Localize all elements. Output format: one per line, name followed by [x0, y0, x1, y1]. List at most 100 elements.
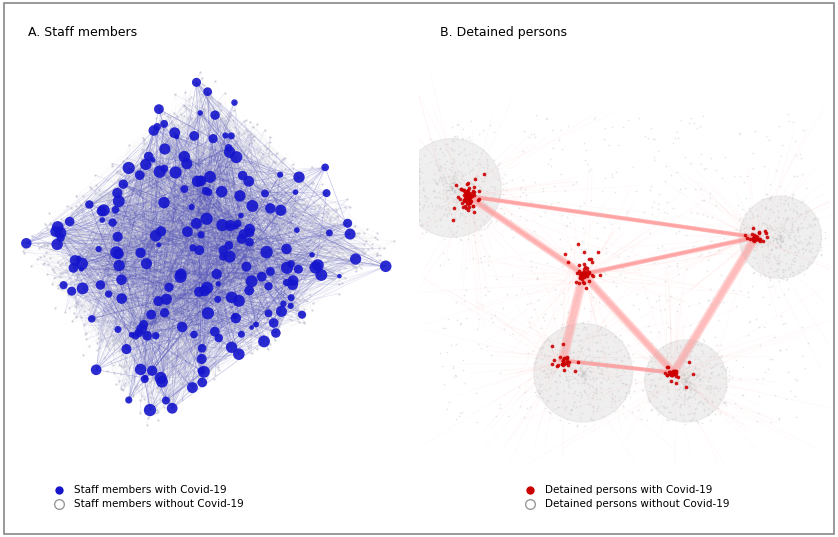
Point — [279, 195, 292, 204]
Point — [296, 221, 309, 229]
Point — [105, 306, 118, 315]
Point — [158, 144, 172, 153]
Point — [770, 238, 784, 247]
Point — [174, 322, 188, 330]
Point — [113, 175, 127, 184]
Point — [444, 341, 458, 350]
Point — [792, 212, 805, 220]
Point — [138, 375, 152, 383]
Point — [182, 95, 195, 103]
Point — [461, 192, 474, 201]
Point — [147, 126, 160, 135]
Point — [251, 303, 264, 311]
Point — [181, 227, 194, 236]
Point — [765, 282, 779, 291]
Point — [163, 221, 177, 230]
Point — [128, 384, 142, 393]
Point — [445, 185, 458, 193]
Point — [194, 230, 208, 239]
Point — [231, 316, 245, 324]
Point — [561, 258, 575, 266]
Point — [278, 200, 292, 209]
Point — [212, 158, 225, 166]
Point — [433, 215, 447, 224]
Point — [34, 229, 48, 238]
Point — [243, 153, 256, 162]
Point — [147, 309, 160, 317]
Point — [218, 116, 231, 125]
Point — [106, 336, 119, 344]
Point — [38, 220, 51, 228]
Point — [236, 215, 250, 223]
Point — [457, 202, 470, 211]
Point — [674, 382, 687, 391]
Point — [517, 147, 530, 156]
Point — [580, 364, 593, 372]
Point — [674, 400, 687, 408]
Point — [194, 108, 207, 117]
Point — [111, 309, 125, 318]
Point — [536, 394, 550, 403]
Point — [447, 170, 461, 179]
Point — [59, 259, 72, 267]
Point — [107, 369, 121, 378]
Point — [322, 265, 335, 274]
Point — [539, 404, 552, 412]
Point — [172, 232, 185, 241]
Point — [339, 221, 352, 230]
Point — [437, 324, 451, 332]
Point — [151, 337, 164, 346]
Point — [447, 215, 460, 224]
Point — [795, 244, 809, 253]
Point — [544, 408, 557, 417]
Point — [679, 373, 692, 382]
Point — [387, 236, 401, 245]
Point — [533, 389, 546, 397]
Point — [577, 323, 591, 331]
Point — [701, 410, 715, 418]
Point — [449, 197, 463, 205]
Point — [186, 227, 199, 236]
Point — [453, 320, 467, 328]
Point — [610, 167, 623, 176]
Point — [563, 346, 577, 354]
Point — [735, 403, 748, 412]
Point — [176, 336, 189, 345]
Point — [447, 230, 460, 238]
Point — [481, 222, 494, 231]
Point — [647, 198, 660, 207]
Point — [101, 193, 115, 201]
Point — [266, 308, 279, 316]
Point — [211, 280, 225, 288]
Point — [445, 184, 458, 193]
Point — [572, 337, 586, 346]
Point — [82, 248, 96, 256]
Point — [195, 354, 209, 363]
Point — [583, 400, 597, 408]
Point — [128, 367, 142, 375]
Point — [531, 296, 545, 304]
Point — [464, 166, 478, 175]
Point — [53, 268, 66, 277]
Point — [194, 168, 208, 177]
Point — [613, 224, 626, 233]
Point — [818, 234, 831, 242]
Point — [156, 189, 169, 198]
Point — [703, 382, 716, 390]
Point — [468, 207, 481, 216]
Point — [122, 335, 135, 344]
Point — [649, 366, 662, 374]
Point — [226, 143, 240, 151]
Point — [446, 183, 459, 192]
Point — [747, 237, 761, 246]
Point — [755, 194, 768, 203]
Point — [580, 325, 593, 333]
Point — [179, 104, 193, 112]
Point — [456, 187, 469, 196]
Point — [543, 383, 556, 392]
Point — [447, 188, 461, 197]
Point — [174, 270, 188, 279]
Point — [194, 97, 207, 106]
Point — [792, 239, 805, 248]
Point — [252, 206, 266, 215]
